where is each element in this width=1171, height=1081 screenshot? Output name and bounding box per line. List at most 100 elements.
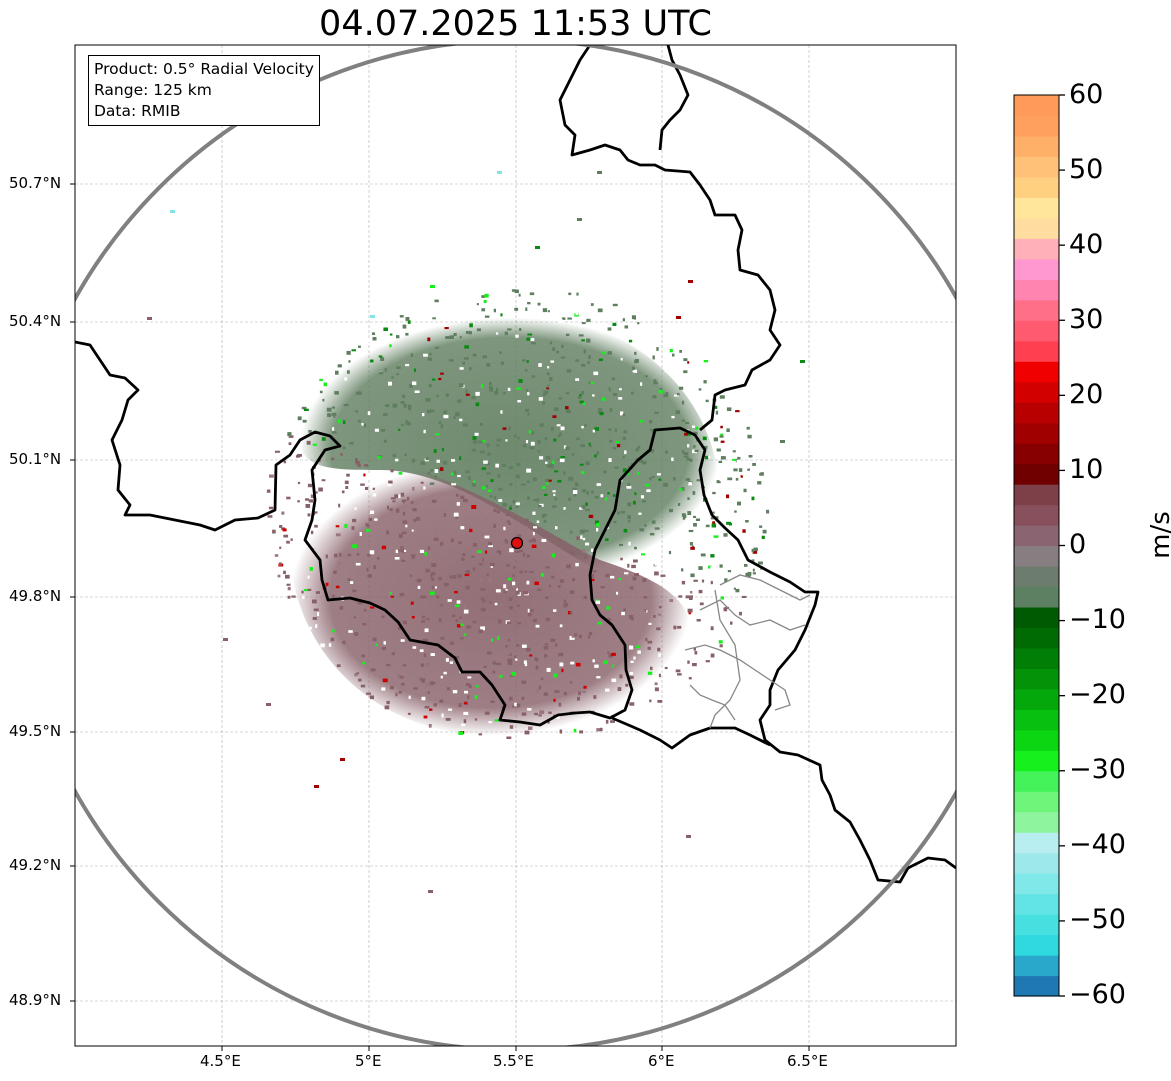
echo-pixel: [461, 557, 465, 561]
echo-pixel: [547, 384, 550, 388]
echo-pixel: [622, 455, 625, 459]
lat-label: 49.2°N: [9, 856, 62, 874]
echo-pixel: [534, 712, 538, 716]
echo-pixel: [459, 336, 462, 339]
echo-pixel: [476, 328, 481, 332]
echo-pixel: [531, 544, 537, 548]
echo-pixel: [611, 377, 616, 381]
echo-pixel: [603, 660, 608, 664]
echo-pixel: [628, 519, 631, 523]
echo-pixel: [688, 482, 693, 486]
echo-pixel: [505, 540, 509, 544]
echo-pixel: [569, 681, 573, 684]
echo-pixel: [512, 581, 516, 586]
echo-pixel: [631, 564, 636, 569]
echo-pixel: [496, 662, 501, 666]
echo-pixel: [629, 702, 635, 706]
echo-pixel: [337, 419, 341, 424]
echo-pixel: [444, 582, 449, 587]
echo-pixel: [481, 467, 486, 470]
echo-pixel: [490, 479, 494, 482]
echo-pixel: [358, 678, 362, 682]
echo-pixel: [561, 344, 564, 348]
echo-pixel: [301, 406, 307, 410]
echo-pixel: [310, 530, 314, 535]
echo-pixel: [389, 344, 392, 348]
echo-pixel: [420, 663, 425, 667]
echo-pixel: [523, 552, 526, 557]
echo-pixel: [581, 690, 586, 693]
echo-pixel: [367, 553, 371, 557]
echo-pixel: [715, 516, 719, 519]
echo-pixel: [417, 585, 421, 589]
echo-pixel: [341, 490, 345, 494]
echo-pixel: [526, 554, 530, 558]
echo-pixel: [288, 502, 291, 505]
echo-pixel: [544, 513, 547, 517]
echo-pixel: [430, 409, 435, 412]
echo-pixel: [409, 574, 413, 577]
echo-pixel: [538, 397, 543, 401]
echo-pixel: [351, 349, 356, 352]
echo-pixel: [333, 414, 336, 418]
echo-pixel: [612, 303, 618, 307]
echo-pixel: [413, 518, 416, 522]
country-borders: [75, 45, 956, 884]
colorbar-segment: [1014, 402, 1059, 424]
echo-pixel: [459, 418, 463, 422]
echo-pixel: [643, 596, 648, 599]
echo-pixel: [384, 705, 390, 710]
echo-pixel: [479, 578, 483, 582]
echo-pixel: [715, 553, 719, 556]
echo-pixel: [553, 609, 557, 612]
echo-pixel: [501, 464, 507, 467]
echo-pixel: [574, 482, 579, 487]
echo-pixel: [321, 481, 326, 485]
echo-pixel: [489, 601, 492, 604]
colorbar-segment: [1014, 197, 1059, 219]
echo-pixel: [743, 488, 747, 493]
echo-pixel: [584, 424, 587, 427]
echo-pixel: [497, 474, 501, 478]
echo-pixel: [576, 536, 580, 540]
echo-pixel: [545, 617, 551, 622]
echo-pixel: [332, 406, 335, 409]
echo-pixel: [678, 595, 683, 598]
echo-pixel: [340, 453, 343, 456]
echo-pixel: [748, 455, 753, 458]
echo-pixel: [612, 393, 617, 396]
echo-pixel: [723, 607, 728, 612]
colorbar-segment: [1014, 258, 1059, 280]
echo-pixel: [563, 633, 567, 638]
echo-pixel: [519, 570, 523, 574]
echo-pixel: [314, 524, 318, 528]
echo-pixel: [440, 637, 445, 640]
echo-pixel: [752, 463, 756, 466]
echo-pixel: [440, 467, 444, 471]
echo-pixel: [679, 488, 683, 491]
echo-pixel: [482, 558, 484, 562]
echo-pixel: [622, 413, 626, 417]
echo-pixel: [416, 578, 422, 583]
echo-pixel: [710, 517, 714, 520]
echo-pixel: [478, 629, 483, 634]
echo-pixel: [590, 578, 595, 582]
echo-pixel: [453, 575, 457, 579]
echo-pixel: [497, 171, 502, 174]
echo-pixel: [543, 645, 549, 650]
echo-pixel: [684, 432, 688, 436]
echo-pixel: [751, 548, 755, 553]
echo-pixel: [362, 623, 367, 626]
echo-pixel: [542, 514, 545, 518]
echo-pixel: [290, 538, 293, 541]
echo-pixel: [752, 568, 755, 572]
echo-pixel: [344, 377, 348, 381]
echo-pixel: [298, 544, 303, 549]
echo-pixel: [487, 651, 492, 655]
echo-pixel: [556, 350, 559, 354]
echo-pixel: [308, 499, 313, 503]
echo-pixel: [800, 360, 805, 363]
echo-pixel: [705, 524, 710, 528]
echo-pixel: [685, 478, 691, 481]
echo-pixel: [577, 696, 580, 701]
